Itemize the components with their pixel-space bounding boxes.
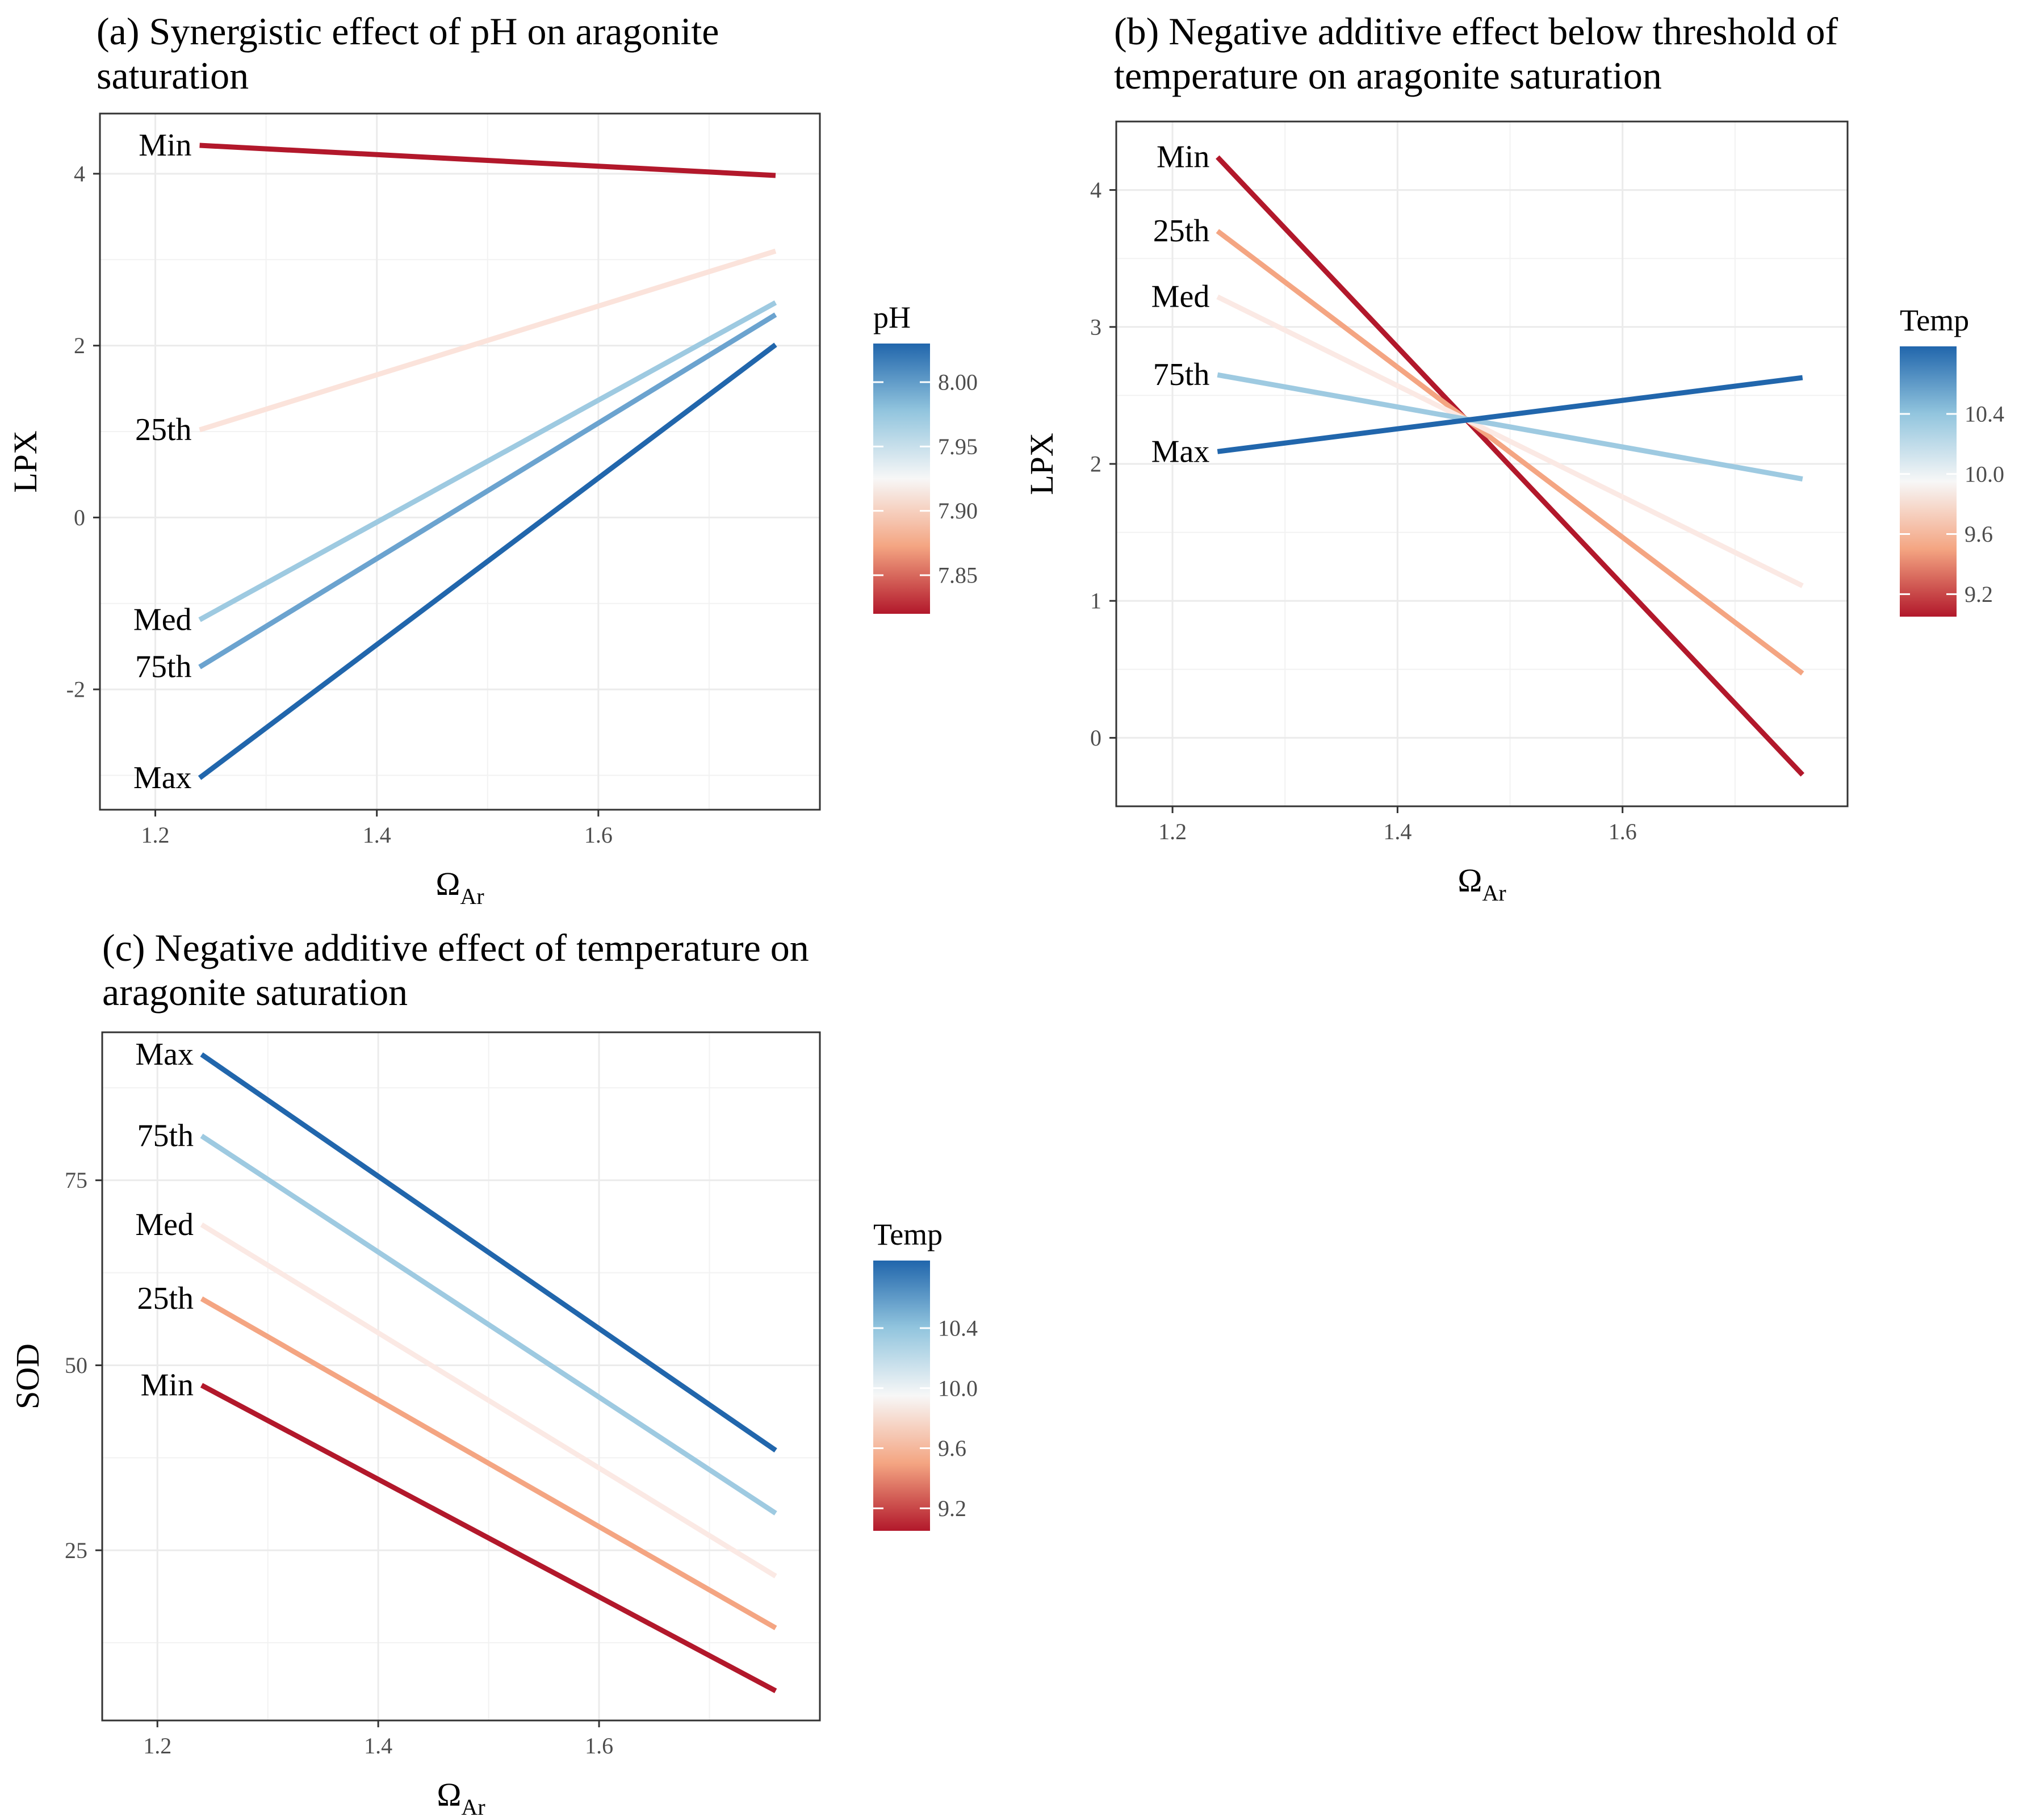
x-axis-title: ΩAr	[1457, 862, 1506, 906]
legend-tick-label: 9.2	[1965, 581, 1993, 607]
y-tick-label: -2	[66, 677, 85, 702]
x-tick-label: 1.2	[141, 822, 170, 848]
series-line-25th	[1216, 229, 1804, 676]
series-line-75th	[198, 312, 777, 669]
series-label: Max	[133, 760, 192, 796]
series-label: Min	[1157, 140, 1209, 175]
y-tick-label: 2	[1090, 451, 1101, 477]
x-axis-symbol: Ω	[435, 865, 460, 902]
x-axis-subscript: Ar	[460, 884, 484, 909]
legend-tick-label: 8.00	[938, 370, 978, 395]
series-line-max	[1217, 375, 1803, 454]
panel-a: (a) Synergistic effect of pH on aragonit…	[7, 10, 978, 909]
series-label: Max	[1151, 434, 1210, 469]
series-line-max	[200, 1052, 777, 1453]
x-axis-symbol: Ω	[1457, 862, 1482, 899]
panel-border	[101, 1031, 821, 1722]
x-tick-label: 1.6	[1609, 819, 1637, 844]
series-line-med	[198, 300, 777, 622]
series-label: Med	[133, 602, 192, 637]
legend-tick-label: 10.4	[938, 1316, 978, 1341]
series-line-med	[200, 1223, 777, 1579]
y-tick-label: 75	[65, 1167, 87, 1193]
y-tick-label: 1	[1090, 588, 1101, 614]
series-line-75th	[1217, 372, 1803, 482]
panel-title: temperature on aragonite saturation	[1114, 54, 1662, 97]
legend-tick-label: 7.90	[938, 498, 978, 524]
panel-border	[99, 112, 821, 811]
y-axis-title: SOD	[9, 1343, 46, 1409]
panel-c: (c) Negative additive effect of temperat…	[9, 926, 978, 1817]
series-line-min	[199, 143, 776, 178]
y-tick-label: 0	[1090, 725, 1101, 751]
series-label: Min	[141, 1368, 194, 1403]
y-axis-title: LPX	[1023, 433, 1060, 495]
series-line-min	[1216, 155, 1805, 777]
x-tick-label: 1.2	[1158, 819, 1187, 844]
series-line-max	[198, 342, 777, 780]
y-tick-label: 50	[65, 1353, 87, 1378]
legend-colorbar	[873, 344, 930, 614]
y-tick-label: 4	[74, 161, 85, 186]
y-tick-label: 4	[1090, 177, 1101, 203]
x-tick-label: 1.6	[585, 1733, 613, 1759]
series-label: Med	[135, 1207, 194, 1242]
x-axis-title: ΩAr	[435, 865, 484, 909]
legend-tick-label: 9.6	[1965, 521, 1993, 547]
series-label: Min	[139, 128, 191, 163]
y-tick-label: 0	[74, 505, 85, 530]
x-axis-subscript: Ar	[1482, 880, 1506, 906]
legend-title: pH	[873, 300, 911, 334]
series-line-min	[200, 1383, 777, 1693]
legend-tick-label: 9.6	[938, 1435, 966, 1461]
x-tick-label: 1.4	[1383, 819, 1411, 844]
legend-colorbar	[873, 1261, 930, 1531]
x-tick-label: 1.2	[143, 1733, 171, 1759]
x-axis-title: ΩAr	[437, 1776, 485, 1817]
legend-tick-label: 10.0	[938, 1375, 978, 1401]
legend-tick-label: 10.0	[1965, 461, 2004, 487]
legend-tick-label: 9.2	[938, 1496, 966, 1521]
legend-colorbar	[1900, 346, 1957, 617]
panel-title: (c) Negative additive effect of temperat…	[102, 926, 809, 969]
series-label: Med	[1151, 279, 1210, 315]
y-axis-title: LPX	[7, 430, 44, 493]
series-line-25th	[200, 1296, 777, 1631]
panel-title: (a) Synergistic effect of pH on aragonit…	[97, 10, 719, 53]
x-axis-symbol: Ω	[437, 1776, 461, 1813]
legend-tick-label: 10.4	[1965, 401, 2004, 427]
series-label: 25th	[135, 412, 192, 447]
series-line-25th	[199, 248, 777, 433]
series-label: 25th	[1153, 213, 1210, 249]
series-label: Max	[135, 1037, 194, 1072]
legend-tick-label: 7.85	[938, 563, 978, 588]
x-axis-subscript: Ar	[461, 1794, 485, 1817]
legend-title: Temp	[873, 1217, 943, 1251]
x-tick-label: 1.4	[363, 822, 391, 848]
panel-title: (b) Negative additive effect below thres…	[1114, 10, 1838, 53]
series-label: 75th	[137, 1118, 194, 1153]
x-tick-label: 1.4	[364, 1733, 392, 1759]
panel-title: aragonite saturation	[102, 970, 408, 1014]
y-tick-label: 3	[1090, 314, 1101, 340]
y-tick-label: 2	[74, 333, 85, 358]
series-label: 75th	[135, 650, 192, 685]
series-label: 25th	[137, 1281, 194, 1316]
series-label: 75th	[1153, 357, 1210, 392]
y-tick-label: 25	[65, 1538, 87, 1563]
legend-title: Temp	[1900, 303, 1969, 337]
series-line-med	[1216, 294, 1804, 588]
legend-tick-label: 7.95	[938, 434, 978, 459]
panel-title: saturation	[97, 54, 249, 97]
series-line-75th	[200, 1133, 777, 1515]
plot-background	[102, 1032, 820, 1720]
panel-b: (b) Negative additive effect below thres…	[1023, 10, 2004, 906]
plot-background	[100, 114, 820, 810]
x-tick-label: 1.6	[584, 822, 613, 848]
